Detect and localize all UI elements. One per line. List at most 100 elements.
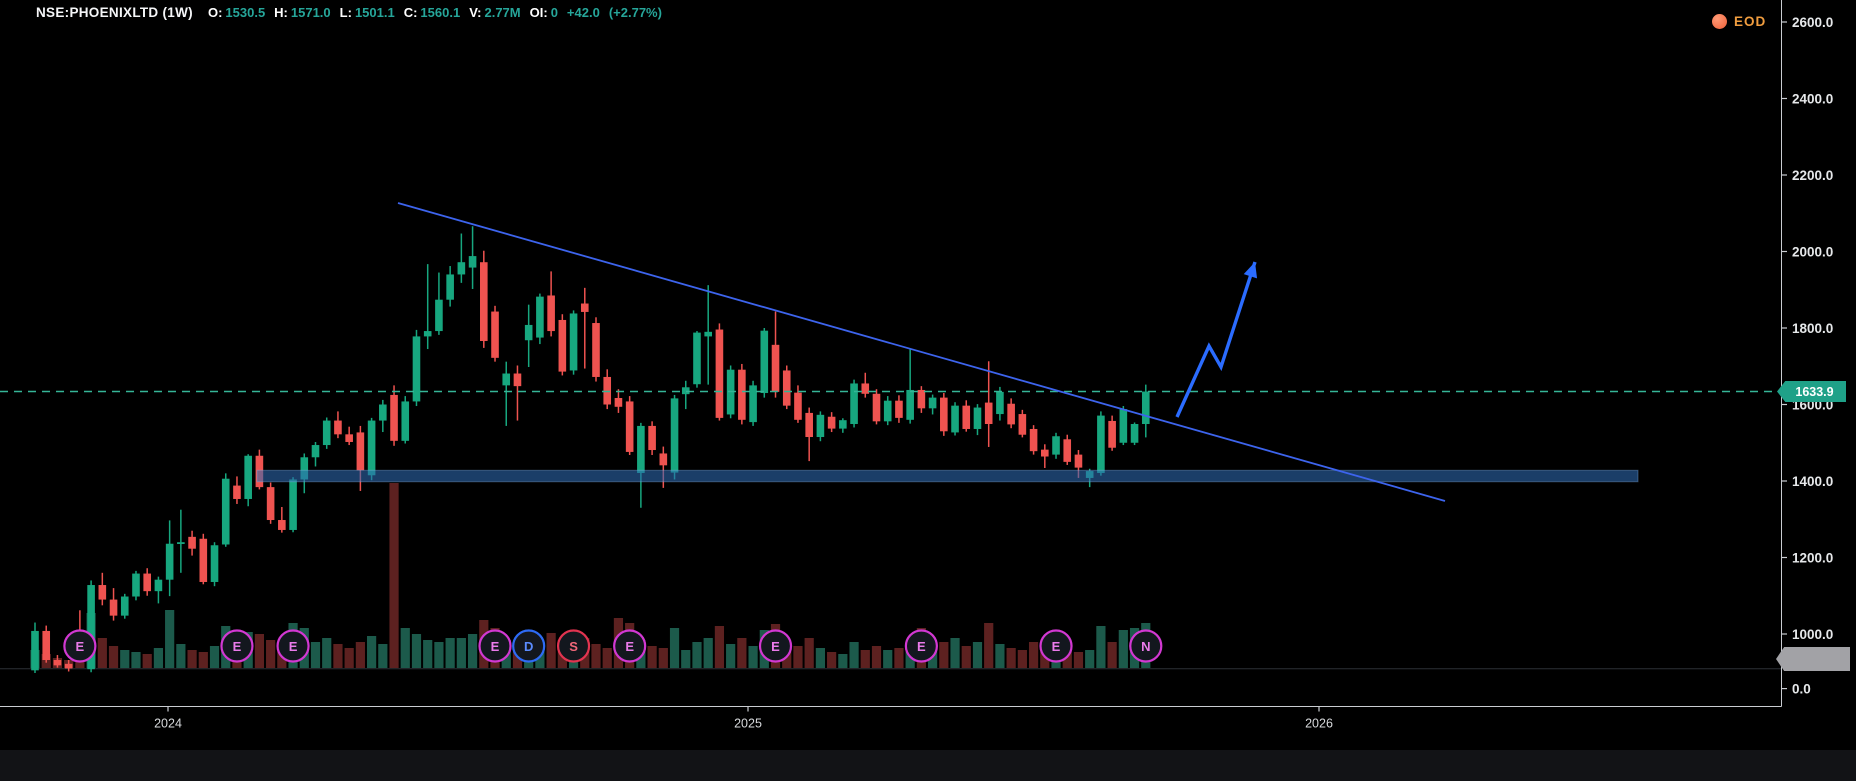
- volume-bar: [310, 642, 321, 668]
- volume-bar: [198, 652, 208, 668]
- ohlc-open: O: 1530.5: [207, 5, 266, 20]
- candle-body: [64, 663, 73, 669]
- volume-bar: [445, 638, 455, 668]
- candle-body: [693, 332, 701, 385]
- candle-body: [311, 445, 320, 458]
- volume-bar: [804, 638, 814, 668]
- event-marker-s[interactable]: S: [556, 629, 591, 663]
- volume-bar: [748, 646, 758, 668]
- candle-body: [188, 536, 196, 549]
- volume-bar: [995, 644, 1005, 668]
- change-value: +42.0: [566, 5, 600, 20]
- candle-body: [536, 296, 544, 338]
- candle-body: [850, 383, 858, 425]
- event-letter: E: [289, 639, 298, 654]
- candle-body: [513, 373, 522, 387]
- candle-body: [491, 311, 499, 358]
- support-zone-rectangle[interactable]: [256, 469, 1639, 483]
- candle-body: [906, 389, 914, 420]
- volume-bar: [827, 652, 837, 668]
- event-marker-e[interactable]: E: [276, 629, 310, 663]
- event-letter: E: [917, 639, 926, 654]
- volume-bar: [681, 650, 691, 668]
- event-letter: E: [491, 639, 500, 654]
- eod-badge[interactable]: EOD: [1712, 14, 1766, 29]
- volume-bar: [871, 646, 882, 668]
- candle-body: [266, 487, 275, 521]
- volume-bar: [165, 610, 175, 668]
- candle-body: [87, 585, 95, 670]
- event-marker-d[interactable]: D: [512, 629, 546, 663]
- volume-bar: [131, 652, 141, 668]
- bottom-toolbar: [0, 750, 1856, 781]
- event-marker-e[interactable]: E: [478, 629, 512, 663]
- candle-body: [390, 394, 398, 441]
- volume-bar: [1085, 650, 1095, 668]
- volume-bar: [389, 483, 399, 668]
- candle-body: [1029, 428, 1038, 452]
- candle-body: [1018, 414, 1027, 435]
- gray-axis-tag: [1776, 647, 1850, 671]
- candle-body: [603, 376, 612, 405]
- candle-body: [816, 414, 825, 438]
- ohlc-close: C: 1560.1: [403, 5, 461, 20]
- event-marker-e[interactable]: E: [904, 629, 938, 663]
- candle-body: [625, 401, 634, 452]
- event-marker-e[interactable]: E: [1039, 629, 1073, 663]
- candle-body: [760, 330, 769, 394]
- volume-bar: [647, 646, 657, 668]
- candle-body: [670, 398, 679, 473]
- volume-bar: [176, 644, 186, 668]
- projection-arrow[interactable]: [1175, 261, 1257, 418]
- candle-body: [715, 329, 724, 418]
- candle-body: [1007, 403, 1015, 425]
- candle-body: [300, 457, 309, 480]
- volume-bar: [1006, 648, 1016, 668]
- candle-body: [457, 262, 466, 275]
- event-marker-n[interactable]: N: [1129, 629, 1163, 663]
- candle-body: [996, 391, 1004, 415]
- candle-body: [322, 420, 331, 446]
- volume-bar: [883, 650, 893, 668]
- event-letter: E: [625, 639, 634, 654]
- volume-bar: [187, 650, 197, 668]
- candle-body: [592, 323, 600, 377]
- candle-body: [379, 404, 387, 421]
- candle-body: [468, 256, 477, 268]
- eod-dot-icon: [1712, 14, 1727, 29]
- x-axis-label: 2026: [1305, 717, 1333, 731]
- symbol-title[interactable]: NSE:PHOENIXLTD (1W): [36, 5, 193, 20]
- candle-body: [53, 660, 62, 666]
- volume-bar: [467, 634, 478, 668]
- event-circle-icon: [63, 629, 97, 663]
- volume-bar: [658, 648, 668, 668]
- descending-trendline[interactable]: [397, 202, 1446, 502]
- candle-body: [637, 425, 645, 473]
- event-marker-e[interactable]: E: [63, 629, 97, 663]
- volume-bar: [344, 648, 354, 668]
- candle-body: [805, 412, 813, 438]
- volume-bar: [961, 646, 971, 668]
- candle-body: [446, 274, 454, 300]
- volume-field: V: 2.77M: [469, 5, 521, 20]
- event-marker-e[interactable]: E: [220, 629, 254, 663]
- volume-bar: [726, 644, 736, 668]
- event-marker-e[interactable]: E: [613, 629, 647, 663]
- candle-body: [524, 324, 533, 341]
- candle-body: [749, 385, 757, 423]
- event-marker-e[interactable]: E: [758, 629, 793, 663]
- candle-body: [210, 545, 219, 582]
- y-axis-label: 0.0: [1792, 682, 1811, 697]
- projection-arrowhead-icon: [1243, 262, 1258, 279]
- candle-body: [659, 453, 668, 466]
- candle-body: [278, 520, 286, 530]
- y-axis-label: 1200.0: [1792, 551, 1833, 566]
- volume-bar: [546, 633, 556, 668]
- event-letter: S: [569, 639, 578, 654]
- volume-bar: [97, 638, 107, 668]
- volume-bar: [737, 638, 747, 668]
- candle-body: [98, 585, 107, 600]
- candle-body: [704, 331, 712, 337]
- candle-body: [233, 485, 241, 499]
